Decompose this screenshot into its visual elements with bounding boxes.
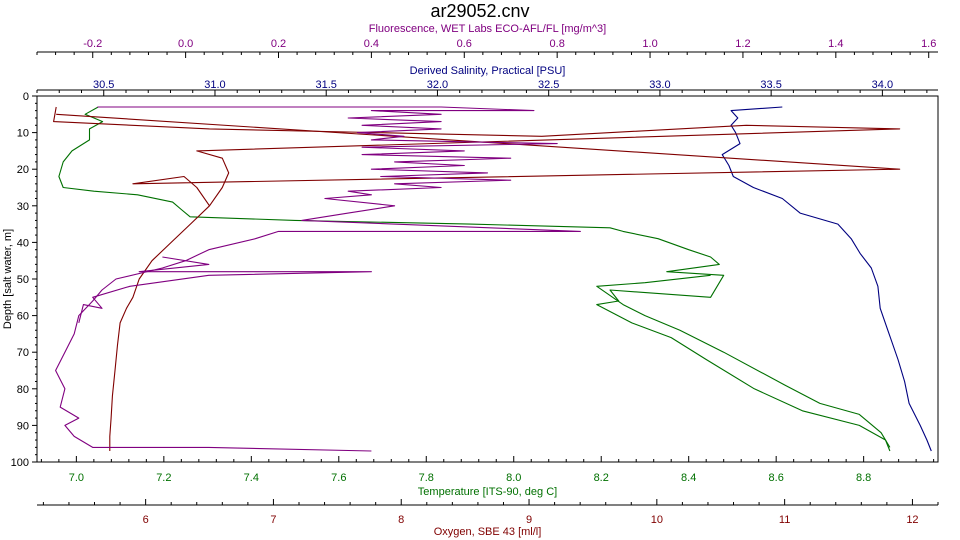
series-line-fluor-6 [78, 256, 372, 324]
tick-label-depth: 60 [17, 311, 29, 323]
axes-layer: -0.2 0.0 0.2 0.4 0.6 0.8 1.0 1.2 1.4 1.6 Fluoresce… [2, 23, 939, 538]
tick-label-oxy: 12 [906, 514, 918, 526]
tick-label-depth: 90 [17, 420, 29, 432]
axis-label-depth: Depth [salt water, m] [2, 229, 14, 329]
series-line-oxy-3 [53, 106, 901, 451]
tick-label-oxy: 8 [398, 514, 404, 526]
tick-label-depth: 70 [17, 347, 29, 359]
tick-label-oxy: 7 [270, 514, 276, 526]
axis-oxy: 6 7 8 9 10 11 12 Oxygen, SBE 43 [ml/l] [37, 499, 939, 538]
tick-label-fluor: 0.8 [550, 38, 565, 50]
tick-label-sal: 32.5 [538, 79, 559, 91]
tick-label-temp: 8.0 [506, 472, 521, 484]
series-line-sal-0 [721, 106, 932, 452]
chart-title: ar29052.cnv [430, 1, 529, 21]
tick-label-fluor: 1.2 [735, 38, 750, 50]
axis-sal: 30.5 31.0 31.5 32.0 32.5 33.0 33.5 34.0 Derived … [36, 65, 938, 96]
tick-label-depth: 0 [23, 91, 29, 103]
axis-fluor: -0.2 0.0 0.2 0.4 0.6 0.8 1.0 1.2 1.4 1.6 Fluoresce… [36, 23, 938, 58]
tick-label-fluor: 1.0 [642, 38, 657, 50]
axis-label-fluor: Fluorescence, WET Labs ECO-AFL/FL [mg/m^… [369, 23, 606, 35]
tick-label-sal: 30.5 [93, 79, 114, 91]
tick-label-depth: 20 [17, 164, 29, 176]
tick-label-temp: 7.4 [244, 472, 259, 484]
tick-label-temp: 8.4 [681, 472, 696, 484]
tick-label-depth: 40 [17, 237, 29, 249]
tick-label-fluor: -0.2 [83, 38, 102, 50]
axis-label-temp: Temperature [ITS-90, deg C] [418, 486, 557, 498]
tick-label-fluor: 1.6 [921, 38, 936, 50]
tick-label-oxy: 11 [779, 514, 790, 526]
tick-label-depth: 100 [11, 457, 29, 469]
series-layer [53, 106, 932, 452]
series-line-fluor-5 [55, 106, 581, 452]
tick-label-sal: 33.0 [649, 79, 670, 91]
tick-label-depth: 10 [17, 128, 29, 140]
tick-label-temp: 8.2 [594, 472, 609, 484]
tick-label-fluor: 0.4 [364, 38, 379, 50]
tick-label-temp: 7.0 [69, 472, 84, 484]
series-line-temp-2 [596, 274, 891, 448]
plot-area [36, 95, 939, 463]
tick-label-sal: 33.5 [760, 79, 781, 91]
tick-label-sal: 31.5 [315, 79, 336, 91]
tick-label-temp: 8.6 [769, 472, 784, 484]
series-line-temp-1 [58, 106, 891, 452]
tick-label-oxy: 9 [526, 514, 532, 526]
tick-label-temp: 7.6 [331, 472, 346, 484]
tick-label-sal: 32.0 [427, 79, 448, 91]
axis-depth: 0 10 20 30 40 50 60 70 80 90 100 Depth [salt water,… [2, 91, 37, 469]
tick-label-depth: 80 [17, 384, 29, 396]
tick-label-oxy: 10 [651, 514, 663, 526]
tick-label-fluor: 1.4 [828, 38, 843, 50]
tick-label-temp: 8.8 [856, 472, 871, 484]
tick-label-depth: 50 [17, 274, 29, 286]
axis-label-sal: Derived Salinity, Practical [PSU] [410, 65, 566, 77]
tick-label-sal: 31.0 [204, 79, 225, 91]
tick-label-fluor: 0.6 [457, 38, 472, 50]
tick-label-temp: 7.2 [156, 472, 171, 484]
tick-label-fluor: 0.2 [271, 38, 286, 50]
tick-label-depth: 30 [17, 201, 29, 213]
series-line-oxy-4 [56, 113, 901, 207]
tick-label-oxy: 6 [143, 514, 149, 526]
tick-label-temp: 7.8 [419, 472, 434, 484]
tick-label-sal: 34.0 [872, 79, 893, 91]
tick-label-fluor: 0.0 [178, 38, 193, 50]
axis-label-oxy: Oxygen, SBE 43 [ml/l] [434, 526, 542, 538]
